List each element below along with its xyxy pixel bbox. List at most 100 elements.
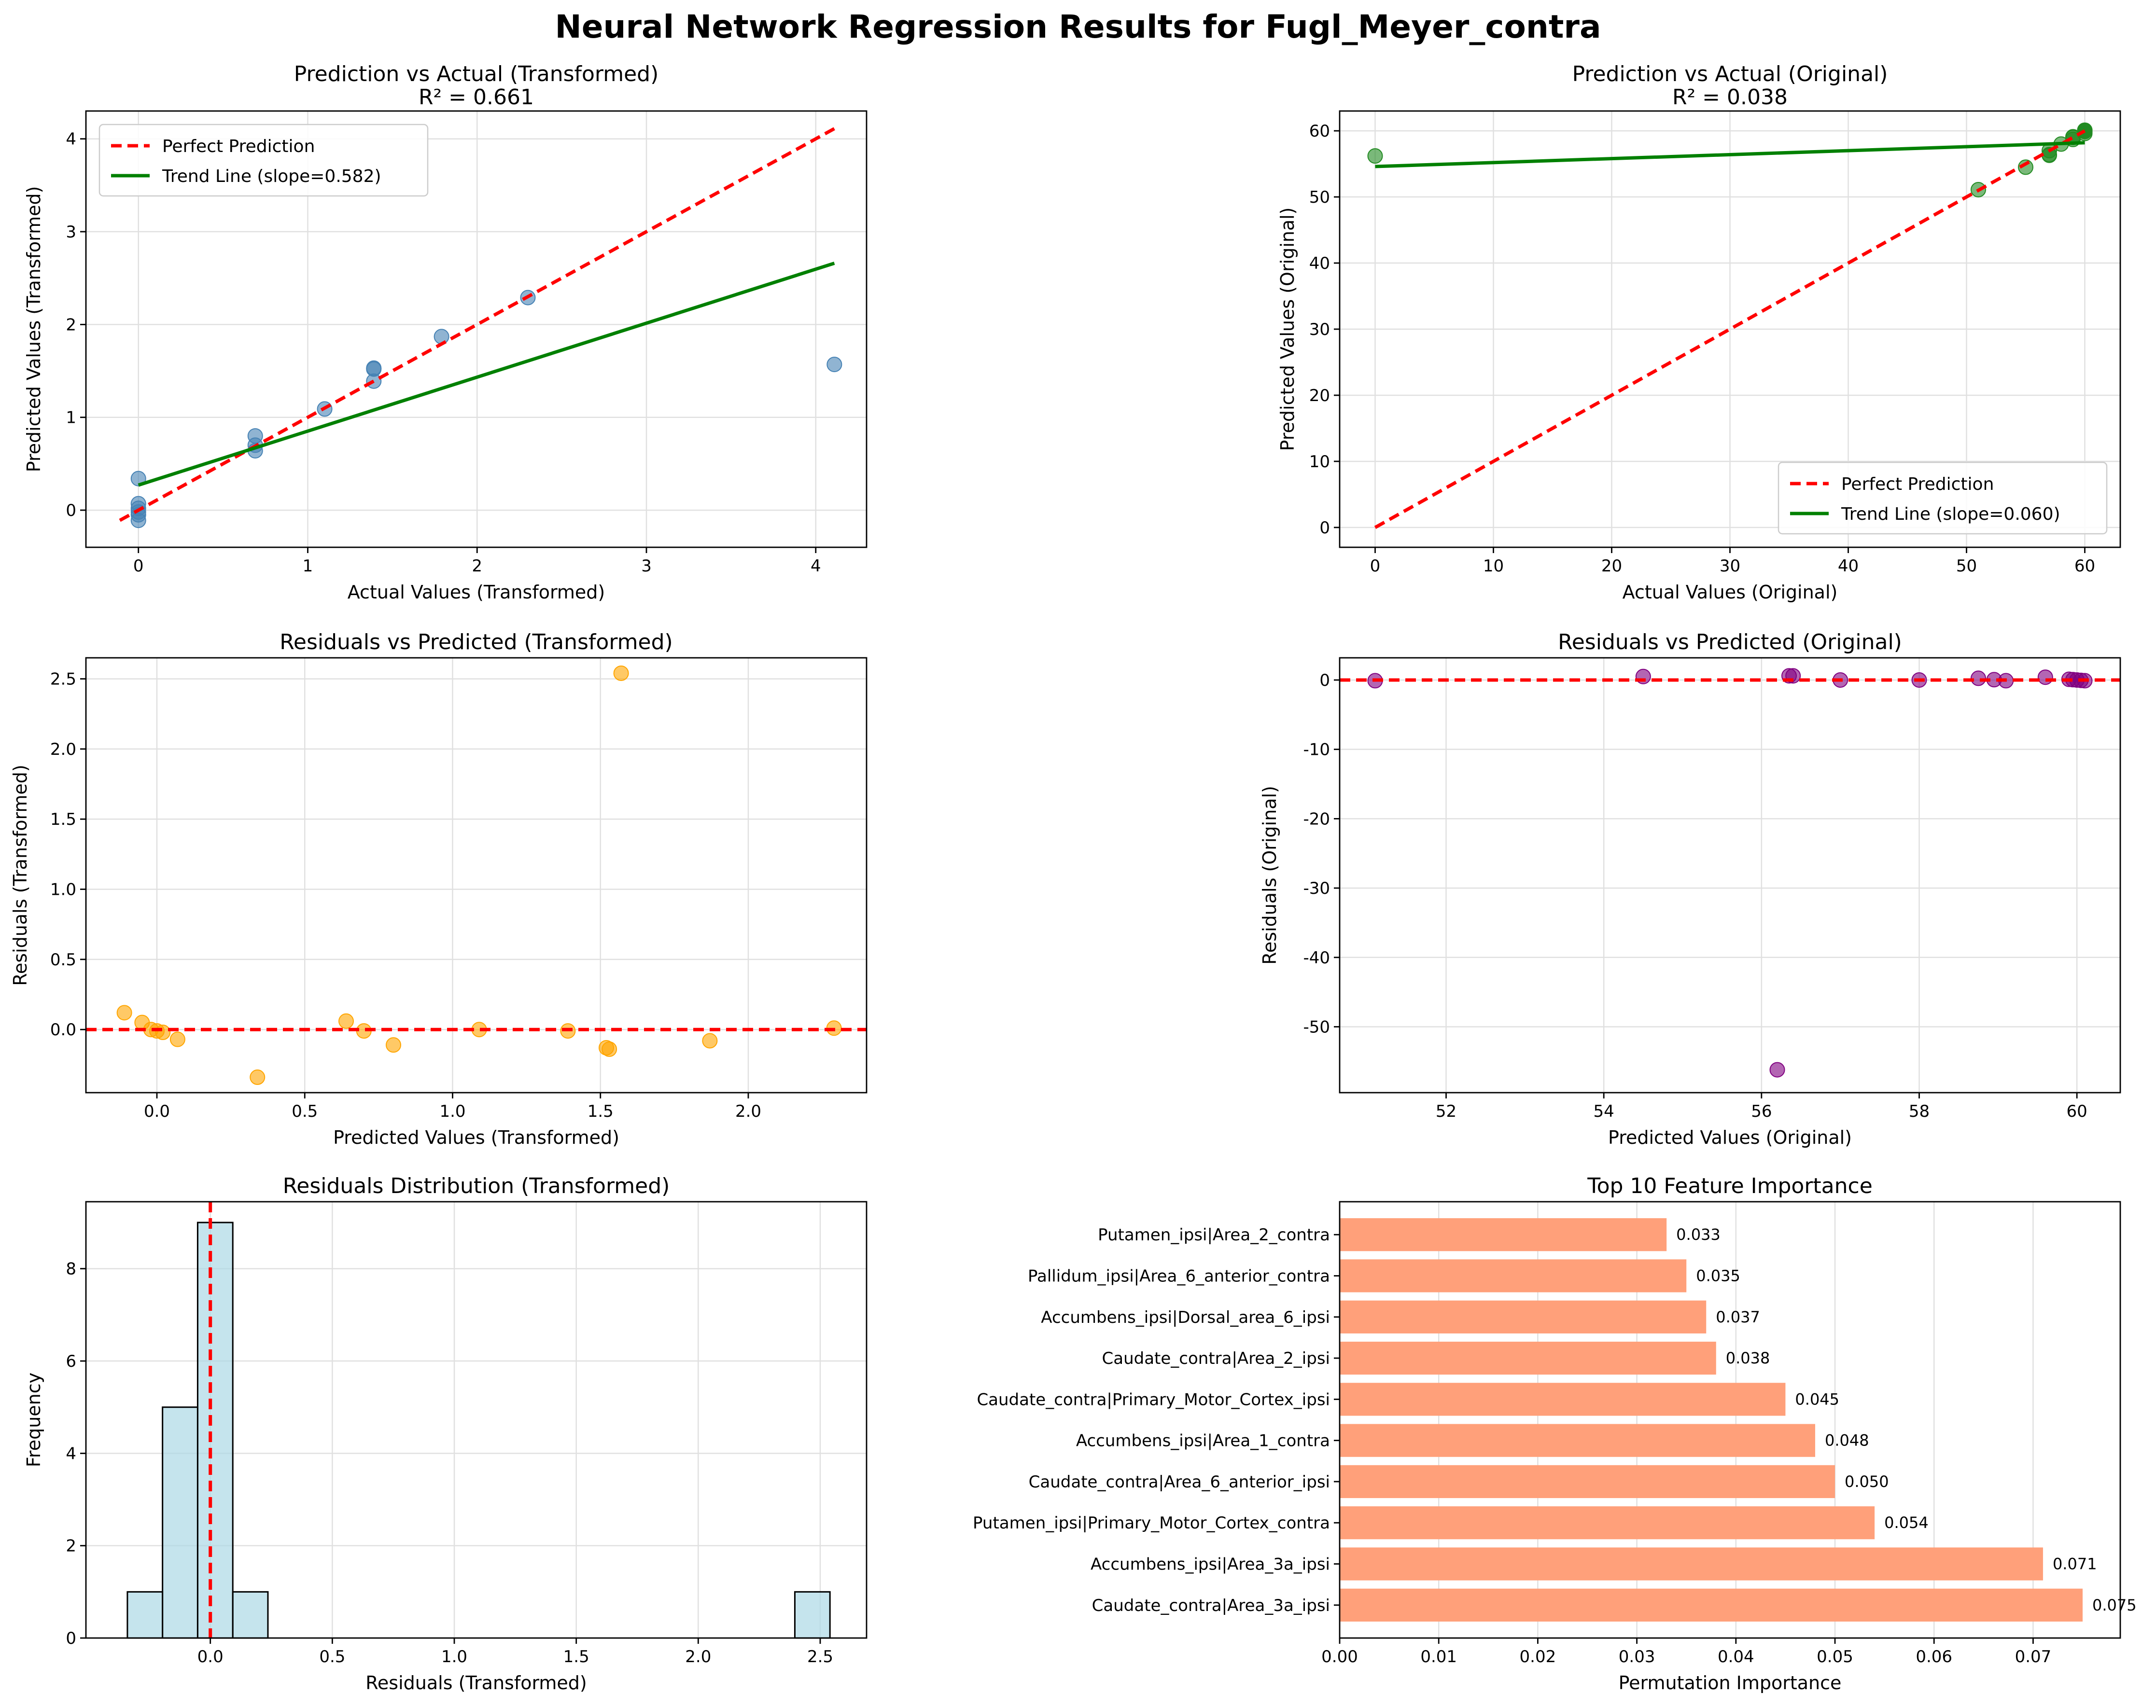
- data-point: [602, 1041, 617, 1057]
- legend-box: [98, 124, 429, 197]
- perfect-prediction-line: [119, 127, 836, 522]
- x-tick-label: 0.0: [144, 1102, 170, 1121]
- importance-bar: [1340, 1506, 1875, 1540]
- y-tick-label: -30: [1303, 879, 1330, 898]
- axes-frame: [85, 1201, 868, 1639]
- panel-rvp_o: 52 54 56 58 60 0 -10 -20 -30 -40 -50 Residuals vs P…: [1259, 630, 2121, 1148]
- panel-rvp_t: 0.0 0.5 1.0 1.5 2.0 0.0 0.5 1.0 1.5 2.0 2.5 Residua…: [10, 630, 868, 1148]
- x-tick-label: 60: [2067, 1102, 2087, 1121]
- trend-line: [1375, 141, 2085, 168]
- importance-bar: [1340, 1547, 2043, 1581]
- x-tick-label: 0.07: [2015, 1647, 2052, 1666]
- figure-title: Neural Network Regression Results for Fu…: [555, 8, 1601, 45]
- x-tick-label: 2.5: [807, 1647, 833, 1666]
- y-tick-label: 6: [66, 1352, 76, 1371]
- data-point: [250, 1069, 266, 1085]
- bar-value-label: 0.035: [1696, 1267, 1740, 1285]
- x-axis-label: Residuals (Transformed): [365, 1672, 587, 1694]
- x-tick-label: 0.5: [292, 1102, 318, 1121]
- x-tick-label: 0.02: [1520, 1647, 1556, 1666]
- bar-value-label: 0.075: [2092, 1596, 2137, 1614]
- y-tick-label: 40: [1309, 254, 1330, 273]
- histogram-bar: [196, 1222, 234, 1639]
- x-tick-label: 0: [133, 556, 144, 576]
- plot-area: [86, 665, 867, 1085]
- importance-bar: [1340, 1300, 1707, 1333]
- y-tick-label: 0: [1319, 671, 1330, 690]
- x-tick-label: 0.04: [1718, 1647, 1754, 1666]
- y-tick-label: 2: [66, 1537, 76, 1556]
- x-tick-label: 20: [1601, 556, 1622, 576]
- x-tick-label: 0: [1370, 556, 1381, 576]
- x-tick-label: 2.0: [685, 1647, 711, 1666]
- legend-box: [1778, 461, 2108, 535]
- y-tick-label: 50: [1309, 188, 1330, 207]
- y-tick-label: 0: [1319, 518, 1330, 538]
- axes-frame: [1339, 657, 2121, 1094]
- chart-title: Residuals vs Predicted (Original): [1558, 630, 1902, 654]
- y-tick-label: 10: [1309, 452, 1330, 472]
- legend-label-perfect: Perfect Prediction: [1841, 474, 1994, 494]
- x-tick-label: 50: [1956, 556, 1977, 576]
- chart-subtitle: R² = 0.661: [419, 85, 534, 110]
- plot-area: [1367, 122, 2093, 529]
- legend: Perfect Prediction Trend Line (slope=0.58…: [98, 124, 429, 197]
- y-tick-label: 2.0: [50, 740, 76, 759]
- plot-area: [119, 127, 842, 528]
- y-axis-label: Predicted Values (Transformed): [23, 186, 44, 472]
- chart-title: Residuals vs Predicted (Transformed): [280, 630, 672, 654]
- y-tick-label: 3: [66, 222, 76, 242]
- importance-bar: [1340, 1259, 1687, 1292]
- legend-label-perfect: Perfect Prediction: [162, 137, 315, 156]
- bar-value-label: 0.048: [1825, 1431, 1869, 1450]
- y-axis-label: Residuals (Original): [1259, 786, 1280, 965]
- feature-label: Caudate_contra|Area_3a_ipsi: [1092, 1596, 1330, 1615]
- y-tick-label: 20: [1309, 386, 1330, 405]
- trend-line: [138, 262, 835, 487]
- importance-bar: [1340, 1424, 1815, 1457]
- chart-title: Prediction vs Actual (Original): [1572, 62, 1888, 86]
- y-axis-label: Predicted Values (Original): [1277, 207, 1298, 451]
- bar-value-label: 0.037: [1716, 1308, 1760, 1326]
- data-point: [338, 1013, 354, 1029]
- y-tick-label: 0: [66, 501, 76, 520]
- x-tick-label: 0.00: [1321, 1647, 1358, 1666]
- x-tick-label: 1.5: [588, 1102, 614, 1121]
- data-point: [130, 513, 146, 528]
- y-axis-label: Residuals (Transformed): [10, 764, 31, 986]
- axes-frame: [85, 110, 868, 548]
- feature-label: Pallidum_ipsi|Area_6_anterior_contra: [1028, 1267, 1330, 1286]
- data-point: [366, 373, 382, 389]
- panel-pva_o: 0 10 20 30 40 50 60 0 10 20 30 40 50 60 Prediction vs …: [1277, 62, 2121, 603]
- axes-frame: [85, 657, 868, 1094]
- histogram-bar: [162, 1406, 198, 1639]
- y-tick-label: -50: [1303, 1017, 1330, 1037]
- y-tick-label: 0.0: [50, 1020, 76, 1040]
- x-tick-label: 0.01: [1420, 1647, 1457, 1666]
- importance-bar: [1340, 1588, 2083, 1622]
- x-tick-label: 10: [1483, 556, 1504, 576]
- bar-value-label: 0.050: [1845, 1472, 1889, 1491]
- x-tick-label: 1.0: [441, 1647, 467, 1666]
- y-tick-label: 1.5: [50, 810, 76, 829]
- importance-bar: [1340, 1383, 1786, 1416]
- bar-value-label: 0.033: [1676, 1225, 1721, 1244]
- x-axis-label: Actual Values (Transformed): [348, 582, 605, 603]
- chart-subtitle: R² = 0.038: [1672, 85, 1788, 110]
- y-tick-label: -10: [1303, 740, 1330, 760]
- y-tick-label: 4: [66, 1444, 76, 1463]
- y-tick-label: 8: [66, 1260, 76, 1279]
- x-tick-label: 2: [472, 556, 482, 576]
- plot-area: [1340, 668, 2120, 1078]
- x-tick-label: 1.0: [439, 1102, 465, 1121]
- perfect-prediction-line: [1374, 129, 2086, 529]
- x-tick-label: 1: [303, 556, 313, 576]
- x-tick-label: 2.0: [735, 1102, 761, 1121]
- feature-label: Accumbens_ipsi|Area_1_contra: [1076, 1431, 1330, 1451]
- panel-hist: 0.0 0.5 1.0 1.5 2.0 2.5 0 2 4 6 8 Residuals Distrib…: [23, 1174, 868, 1694]
- y-tick-label: -20: [1303, 809, 1330, 829]
- x-tick-label: 40: [1838, 556, 1859, 576]
- feature-label: Caudate_contra|Primary_Motor_Cortex_ipsi: [977, 1390, 1330, 1409]
- chart-title: Top 10 Feature Importance: [1587, 1174, 1873, 1198]
